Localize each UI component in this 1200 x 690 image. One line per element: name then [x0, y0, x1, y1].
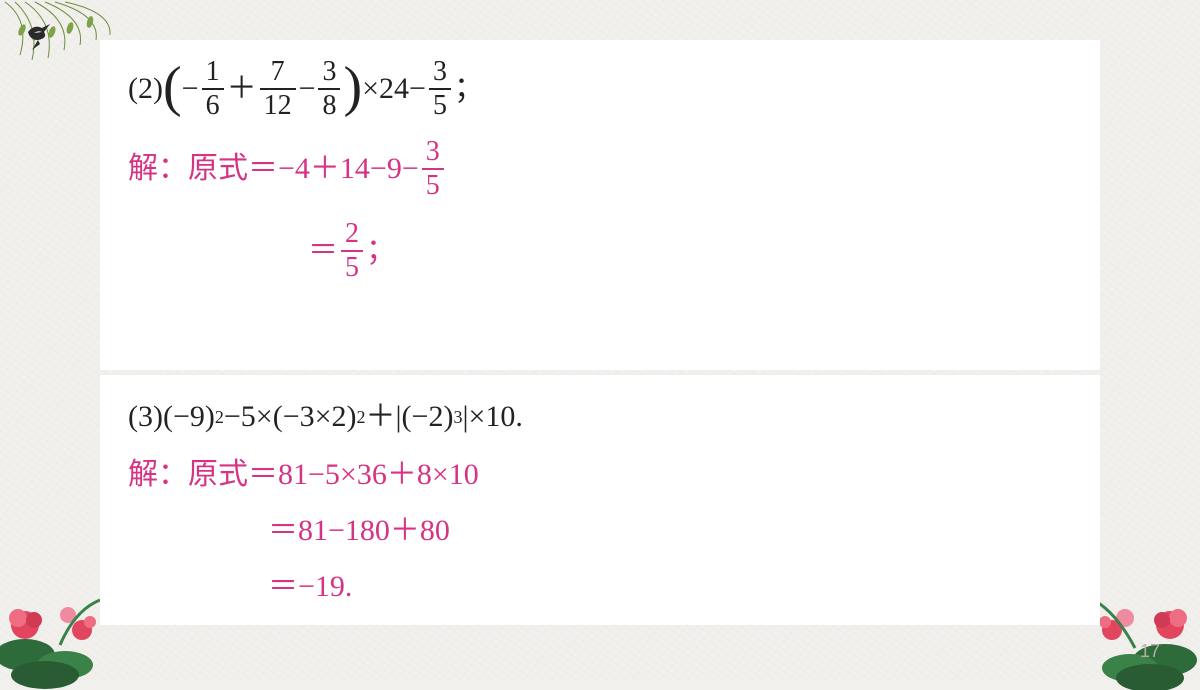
fraction-1-6: 1 6 [202, 58, 224, 120]
equals-sign: ＝ [308, 227, 338, 275]
numerator: 3 [422, 138, 444, 168]
solution-prefix: 解：原式＝−4＋14−9− [128, 145, 419, 193]
left-paren: ( [163, 65, 182, 110]
problem-label: (2) [128, 65, 163, 113]
problem-3-solution-line1: 解：原式＝81−5×36＋8×10 [128, 451, 1072, 499]
numerator: 3 [318, 58, 340, 88]
fraction-2-5: 2 5 [341, 220, 363, 282]
denominator: 12 [260, 88, 296, 120]
exponent: 3 [453, 403, 462, 432]
semicolon: ； [366, 227, 396, 275]
numerator: 1 [202, 58, 224, 88]
fraction-3-5: 3 5 [429, 58, 451, 120]
numerator: 7 [267, 58, 289, 88]
denominator: 5 [341, 250, 363, 282]
minus-sign: − [299, 65, 316, 113]
numerator: 3 [429, 58, 451, 88]
problem-3-solution-line2: ＝81−180＋80 [128, 507, 1072, 555]
denominator: 8 [318, 88, 340, 120]
problem-2-solution-line1: 解：原式＝−4＋14−9− 3 5 [128, 138, 1072, 200]
page-number: 17 [1140, 641, 1160, 662]
exponent: 2 [357, 403, 366, 432]
exponent: 2 [215, 403, 224, 432]
problem-2-expression: (2) ( − 1 6 ＋ 7 12 − 3 8 ) ×24− 3 5 ； [128, 58, 1072, 120]
denominator: 5 [429, 88, 451, 120]
semicolon: ； [454, 65, 484, 113]
denominator: 6 [202, 88, 224, 120]
denominator: 5 [422, 168, 444, 200]
problem-3-solution-line3: ＝−19. [128, 563, 1072, 611]
minus-sign: − [182, 65, 199, 113]
right-paren: ) [343, 65, 362, 110]
expr-part: −5×(−3×2) [224, 393, 357, 441]
fraction-3-8: 3 8 [318, 58, 340, 120]
plus-sign: ＋ [227, 65, 257, 113]
expr-part: (3)(−9) [128, 393, 215, 441]
problem-3-expression: (3)(−9)2−5×(−3×2)2＋|(−2)3|×10. [128, 393, 1072, 441]
times-24-minus: ×24− [362, 65, 426, 113]
fraction-3-5: 3 5 [422, 138, 444, 200]
problem-2-solution-line2: ＝ 2 5 ； [128, 220, 1072, 282]
expr-part: ＋|(−2) [366, 393, 454, 441]
problem-3-card: (3)(−9)2−5×(−3×2)2＋|(−2)3|×10. 解：原式＝81−5… [100, 375, 1100, 625]
expr-part: |×10. [462, 393, 522, 441]
numerator: 2 [341, 220, 363, 250]
problem-2-card: (2) ( − 1 6 ＋ 7 12 − 3 8 ) ×24− 3 5 ； 解：… [100, 40, 1100, 370]
fraction-7-12: 7 12 [260, 58, 296, 120]
